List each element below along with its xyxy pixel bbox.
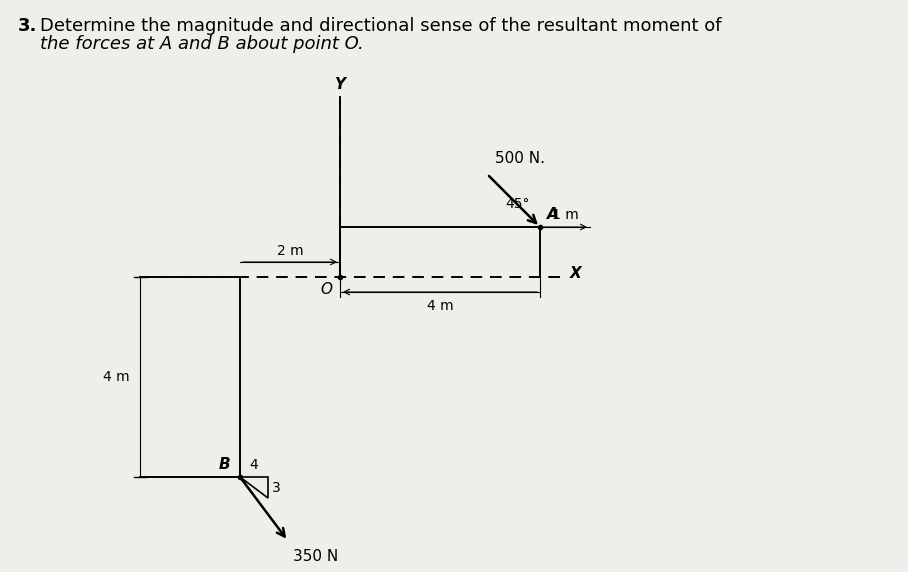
Text: 1 m: 1 m: [552, 208, 578, 222]
Text: 3.: 3.: [18, 17, 37, 35]
Text: O: O: [320, 282, 332, 297]
Text: 4 m: 4 m: [427, 299, 453, 313]
Text: Y: Y: [334, 77, 346, 92]
Text: the forces at A and B about point O.: the forces at A and B about point O.: [40, 35, 364, 53]
Text: 2 m: 2 m: [277, 244, 303, 258]
Text: 3: 3: [272, 480, 281, 495]
Text: 4: 4: [250, 458, 259, 472]
Text: X: X: [570, 265, 582, 280]
Text: Determine the magnitude and directional sense of the resultant moment of: Determine the magnitude and directional …: [40, 17, 722, 35]
Text: 4 m: 4 m: [104, 370, 130, 384]
Text: A: A: [547, 207, 558, 222]
Text: 500 N.: 500 N.: [495, 151, 545, 166]
Text: B: B: [219, 457, 230, 472]
Text: 350 N: 350 N: [293, 549, 339, 564]
Text: 45°: 45°: [505, 197, 529, 211]
